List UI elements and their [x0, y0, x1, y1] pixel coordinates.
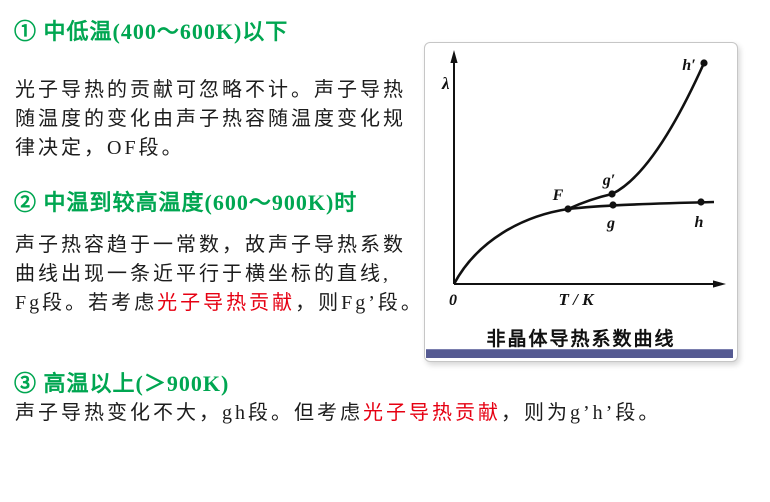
- section-1-heading: ① 中低温(400～600K)以下: [14, 19, 289, 44]
- body-text: ，则为g’h’段。: [501, 402, 662, 424]
- body-text: 光子导热的贡献可忽略不计。声子导热: [15, 79, 406, 101]
- body-text: 声子热容趋于一常数，故声子导热系数: [15, 234, 406, 256]
- y-axis-label: λ: [441, 74, 450, 93]
- body-line: 律决定，OF段。: [15, 134, 655, 163]
- section-3-body: 声子导热变化不大，gh段。但考虑光子导热贡献，则为g’h’段。: [15, 399, 658, 428]
- body-line: 声子导热变化不大，gh段。但考虑光子导热贡献，则为g’h’段。: [15, 399, 658, 428]
- figure-panel: λ 0 T / K F g′ g h h′ 非晶体导热系数曲线: [424, 42, 738, 362]
- body-line: 随温度的变化由声子热容随温度变化规: [15, 105, 655, 134]
- section-1-body: 光子导热的贡献可忽略不计。声子导热 随温度的变化由声子热容随温度变化规 律决定，…: [15, 76, 655, 163]
- accent-bar: [426, 349, 733, 358]
- phonon-conduction-curve: [452, 207, 569, 285]
- label-g: g: [606, 215, 615, 232]
- body-line: 曲线出现一条近平行于横坐标的直线,: [15, 260, 655, 289]
- label-g-prime: g′: [602, 172, 616, 189]
- red-highlight: 光子导热贡献: [363, 402, 501, 424]
- body-text: 随温度的变化由声子热容随温度变化规: [15, 108, 406, 130]
- body-line: 声子热容趋于一常数，故声子导热系数: [15, 231, 655, 260]
- y-axis-arrow-icon: [450, 50, 458, 63]
- body-line: 光子导热的贡献可忽略不计。声子导热: [15, 76, 655, 105]
- label-h-prime: h′: [682, 57, 695, 74]
- origin-label: 0: [449, 292, 457, 309]
- point-h: [697, 198, 705, 206]
- section-2-body: 声子热容趋于一常数，故声子导热系数 曲线出现一条近平行于横坐标的直线, Fg段。…: [15, 231, 655, 318]
- x-axis-label: T / K: [559, 290, 596, 309]
- body-text: Fg段。若考虑: [15, 292, 158, 314]
- section-3-heading: ③ 高温以上(＞900K): [14, 371, 230, 396]
- label-h: h: [695, 214, 704, 231]
- photon-branch-Fg'h': [567, 62, 706, 211]
- body-text: ，则Fg’段。: [295, 292, 424, 314]
- thermal-conductivity-figure: λ 0 T / K F g′ g h h′: [441, 50, 726, 309]
- point-F: [564, 205, 572, 213]
- body-line: Fg段。若考虑光子导热贡献，则Fg’段。: [15, 289, 655, 318]
- red-highlight: 光子导热贡献: [157, 292, 296, 314]
- point-g: [609, 201, 617, 209]
- point-h-prime: [700, 59, 708, 67]
- label-F: F: [552, 187, 564, 204]
- section-2-heading: ② 中温到较高温度(600～900K)时: [14, 190, 358, 215]
- body-text: 律决定，OF段。: [15, 137, 185, 159]
- point-g-prime: [608, 190, 616, 198]
- body-text: 声子导热变化不大，gh段。但考虑: [15, 402, 363, 424]
- x-axis-arrow-icon: [713, 280, 726, 288]
- flat-segment-Fgh: [567, 200, 715, 211]
- body-text: 曲线出现一条近平行于横坐标的直线,: [15, 263, 391, 285]
- figure-caption: 非晶体导热系数曲线: [486, 329, 676, 350]
